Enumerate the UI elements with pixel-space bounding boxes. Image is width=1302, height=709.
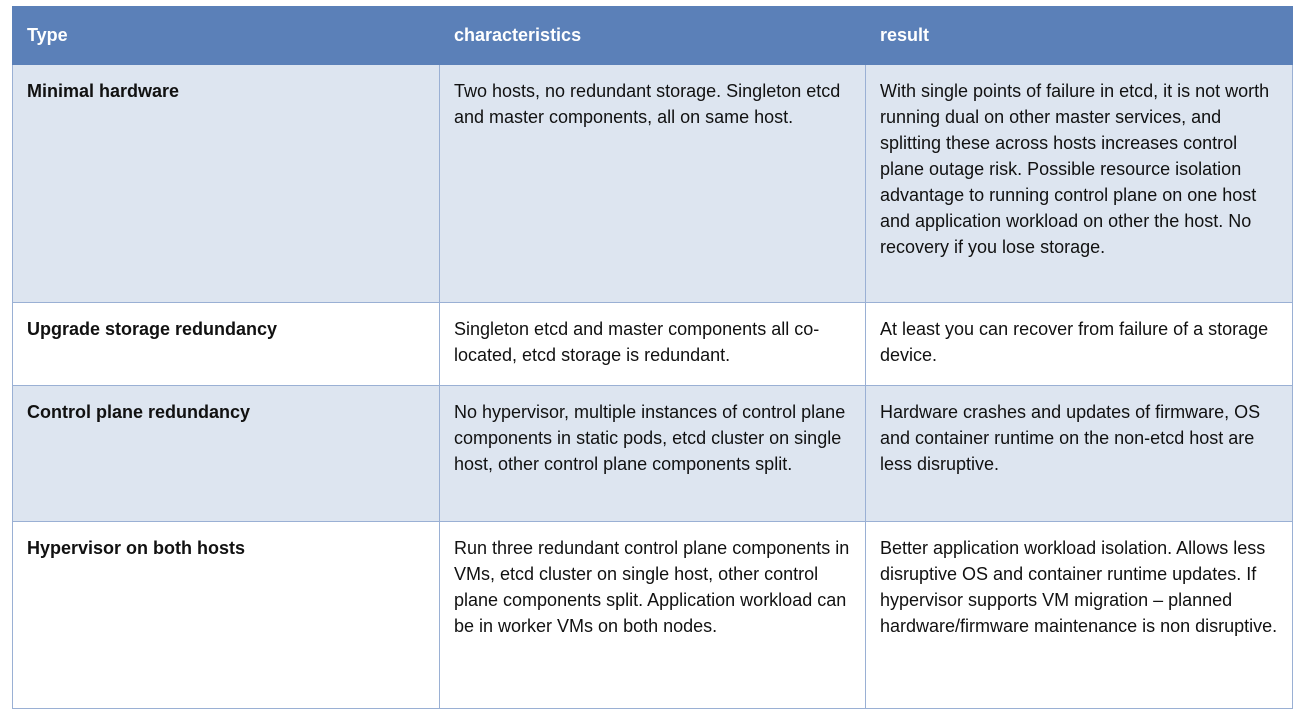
- column-header-result: result: [865, 6, 1293, 65]
- column-header-characteristics: characteristics: [439, 6, 866, 65]
- characteristics-cell: Two hosts, no redundant storage. Singlet…: [439, 64, 866, 303]
- table-row: Hypervisor on both hosts Run three redun…: [12, 521, 1293, 709]
- characteristics-cell: Singleton etcd and master components all…: [439, 302, 866, 386]
- result-cell: Hardware crashes and updates of firmware…: [865, 385, 1293, 522]
- result-cell: At least you can recover from failure of…: [865, 302, 1293, 386]
- table-row: Upgrade storage redundancy Singleton etc…: [12, 302, 1293, 386]
- column-header-type: Type: [12, 6, 440, 65]
- comparison-table: Type characteristics result Minimal hard…: [12, 6, 1293, 709]
- header-row: Type characteristics result: [12, 6, 1293, 65]
- type-cell: Upgrade storage redundancy: [12, 302, 440, 386]
- table-row: Control plane redundancy No hypervisor, …: [12, 385, 1293, 522]
- characteristics-cell: No hypervisor, multiple instances of con…: [439, 385, 866, 522]
- type-cell: Minimal hardware: [12, 64, 440, 303]
- table-row: Minimal hardware Two hosts, no redundant…: [12, 64, 1293, 303]
- type-cell: Control plane redundancy: [12, 385, 440, 522]
- result-cell: Better application workload isolation. A…: [865, 521, 1293, 709]
- type-cell: Hypervisor on both hosts: [12, 521, 440, 709]
- result-cell: With single points of failure in etcd, i…: [865, 64, 1293, 303]
- characteristics-cell: Run three redundant control plane compon…: [439, 521, 866, 709]
